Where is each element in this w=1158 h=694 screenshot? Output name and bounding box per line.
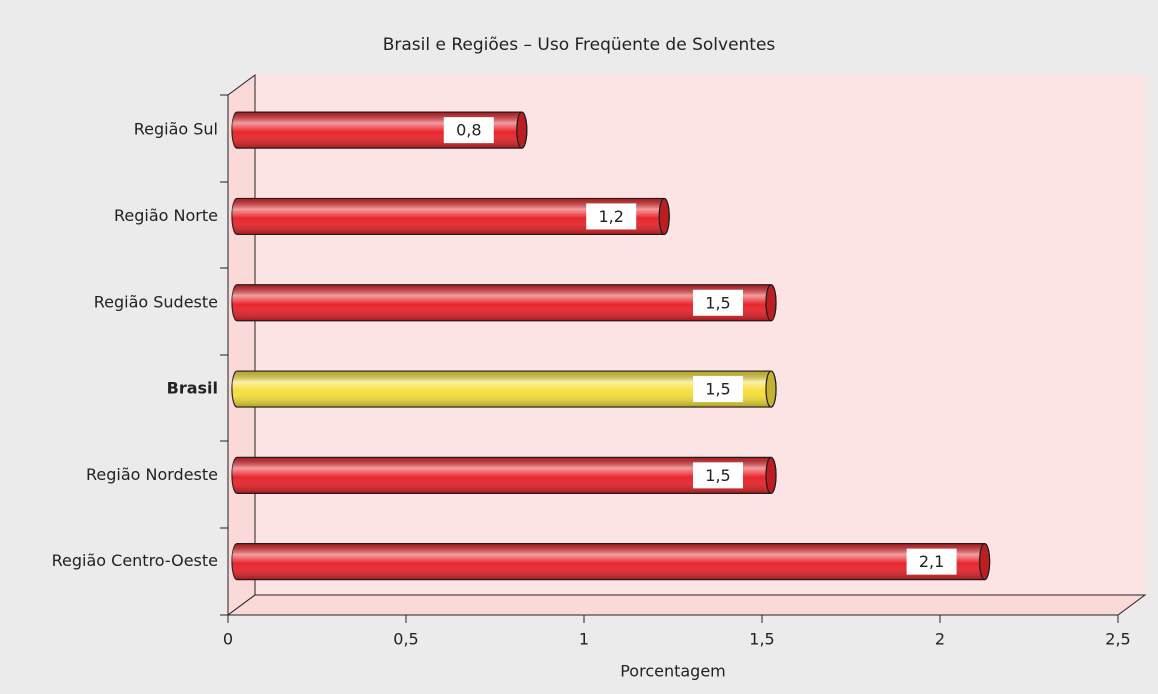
left-wall [227, 74, 256, 616]
bar [231, 370, 777, 408]
y-tick-label: Região Centro-Oeste [52, 551, 218, 570]
value-label: 1,2 [598, 207, 623, 226]
bar-part [232, 371, 776, 408]
bar [231, 456, 777, 494]
value-label-box [693, 289, 743, 316]
bar-part [765, 370, 777, 408]
value-label: 1,5 [705, 466, 730, 485]
bar-part [516, 111, 528, 149]
y-tick-label: Brasil [167, 379, 218, 398]
bar-part [232, 198, 670, 235]
y-tick-label: Região Norte [114, 206, 218, 225]
bar-part [232, 284, 776, 321]
x-tick-label: 2,5 [1105, 630, 1130, 649]
bar [231, 284, 777, 322]
chart-title: Brasil e Regiões – Uso Freqüente de Solv… [383, 35, 776, 55]
x-tick-label: 0,5 [393, 630, 418, 649]
value-label: 1,5 [705, 380, 730, 399]
bar-part [232, 457, 776, 494]
x-tick-label: 1,5 [749, 630, 774, 649]
bar [231, 197, 670, 236]
bar-part [232, 543, 990, 580]
x-tick-label: 0 [223, 630, 233, 649]
value-label-box [693, 376, 743, 403]
x-tick-label: 1 [579, 630, 589, 649]
y-tick-label: Região Sudeste [94, 292, 218, 311]
value-label-box [906, 548, 957, 575]
bar-part [765, 284, 777, 322]
bar-part [658, 197, 670, 236]
value-label-box [443, 117, 494, 144]
back-wall [255, 75, 1145, 595]
category-ticks [220, 94, 228, 616]
y-tick-label: Região Nordeste [86, 465, 218, 484]
y-tick-label: Região Sul [134, 120, 218, 139]
value-label-box [693, 462, 743, 489]
x-axis-label: Porcentagem [620, 662, 726, 681]
floor [226, 594, 1147, 616]
value-label: 1,5 [705, 293, 730, 312]
bar-part [765, 456, 777, 494]
bar-part [978, 543, 991, 581]
value-label: 0,8 [456, 121, 481, 140]
bar [231, 543, 991, 581]
x-tick-label: 2 [935, 630, 945, 649]
value-label-box [586, 203, 637, 230]
value-label: 2,1 [919, 552, 944, 571]
